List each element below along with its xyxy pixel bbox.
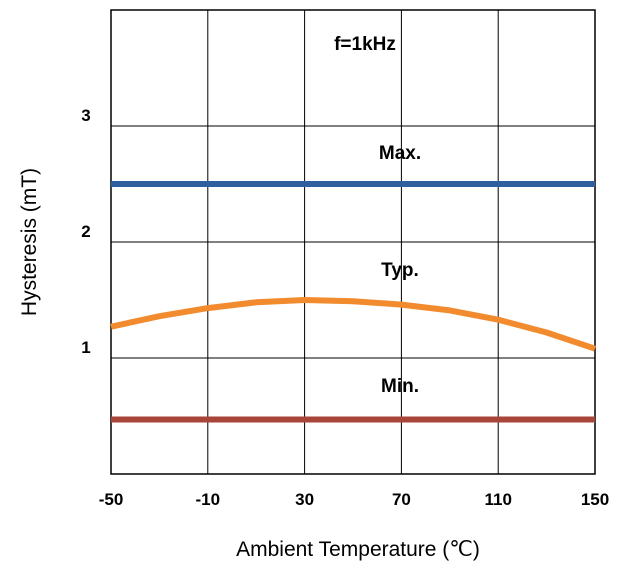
annotation-f1khz: f=1kHz	[334, 34, 396, 55]
annotation-min: Min.	[381, 376, 419, 397]
x-tick-label: -10	[196, 490, 221, 509]
series-line-typ	[110, 297, 596, 352]
labels: -50 -10 30 70 110 150 1 2 3 f=1kHz Max. Typ. Min. Amb…	[18, 34, 609, 561]
y-axis-label: Hysteresis (mT)	[18, 168, 41, 316]
y-tick-label: 3	[81, 106, 90, 125]
annotation-max: Max.	[379, 143, 421, 164]
x-tick-label: -50	[99, 490, 124, 509]
y-tick-label: 2	[81, 222, 90, 241]
x-axis-label: Ambient Temperature (℃)	[236, 538, 480, 561]
x-tick-label: 30	[295, 490, 314, 509]
x-tick-label: 150	[581, 490, 609, 509]
y-tick-label: 1	[81, 338, 90, 357]
series-lines	[110, 181, 596, 423]
grid	[110, 9, 596, 475]
x-tick-label: 110	[484, 490, 511, 509]
x-tick-label: 70	[392, 490, 411, 509]
annotation-typ: Typ.	[381, 260, 419, 281]
